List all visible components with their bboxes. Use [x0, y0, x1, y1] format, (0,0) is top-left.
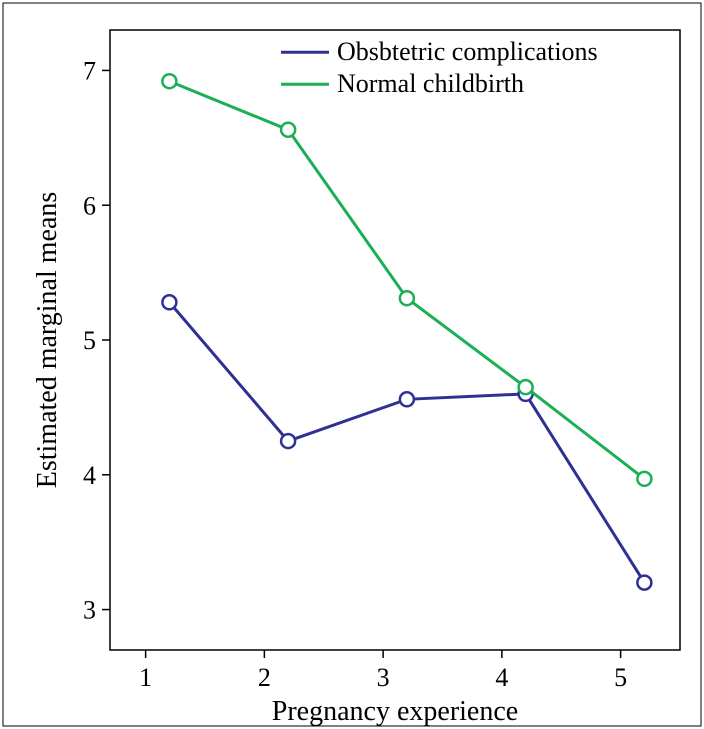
legend-label-1: Normal childbirth: [337, 69, 524, 98]
series-marker-0: [162, 295, 176, 309]
x-tick-label: 5: [614, 663, 627, 692]
series-marker-1: [519, 380, 533, 394]
y-tick-label: 6: [83, 191, 96, 220]
series-marker-0: [281, 434, 295, 448]
x-axis-title: Pregnancy experience: [272, 696, 518, 727]
x-tick-label: 3: [377, 663, 390, 692]
y-tick-label: 4: [83, 461, 96, 490]
y-tick-label: 5: [83, 326, 96, 355]
series-marker-1: [162, 74, 176, 88]
series-marker-0: [400, 392, 414, 406]
x-tick-label: 4: [495, 663, 508, 692]
series-marker-1: [281, 123, 295, 137]
chart-container: 1 2 3 4 5 3 4 5 6 7 Pregnancy experience Estimated …: [0, 0, 704, 729]
line-chart: 1 2 3 4 5 3 4 5 6 7 Pregnancy experience Estimated …: [0, 0, 704, 729]
y-tick-label: 7: [83, 57, 96, 86]
series-marker-1: [637, 472, 651, 486]
x-tick-label: 2: [258, 663, 271, 692]
legend-label-0: Obsbtetric complications: [337, 37, 598, 66]
series-marker-0: [637, 576, 651, 590]
y-tick-label: 3: [83, 596, 96, 625]
series-marker-1: [400, 291, 414, 305]
y-axis-title: Estimated marginal means: [32, 192, 63, 489]
x-tick-label: 1: [139, 663, 152, 692]
